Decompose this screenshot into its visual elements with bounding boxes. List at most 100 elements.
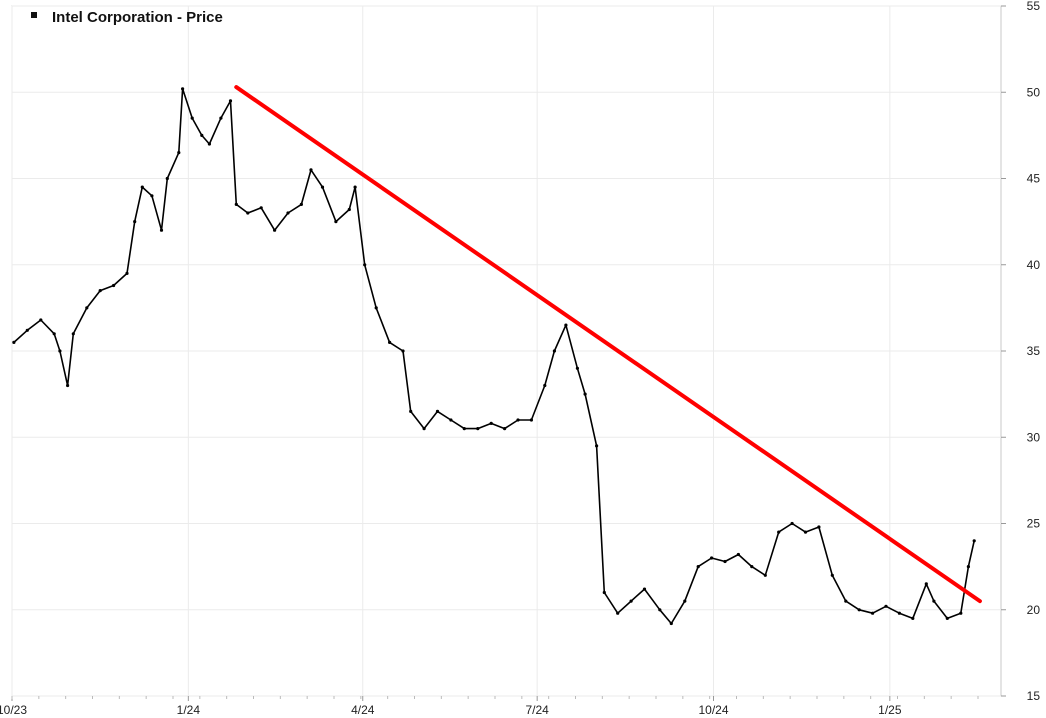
price-point: [736, 552, 741, 557]
price-point: [583, 392, 587, 396]
x-tick-label: 7/24: [525, 703, 549, 717]
price-point: [165, 176, 169, 181]
price-point: [150, 194, 154, 198]
price-point: [884, 604, 888, 608]
series-layer: [12, 85, 982, 626]
price-point: [449, 418, 453, 422]
price-point: [190, 116, 194, 120]
y-tick-label: 30: [1027, 430, 1041, 444]
price-point: [871, 611, 875, 615]
legend-label: Intel Corporation - Price: [52, 9, 223, 26]
price-point: [564, 323, 568, 327]
grid-lines: [11, 5, 1001, 697]
price-point: [696, 565, 700, 569]
y-tick-label: 20: [1027, 603, 1041, 617]
price-point: [363, 263, 367, 267]
price-point: [25, 328, 29, 332]
price-point: [125, 271, 129, 275]
price-point: [12, 340, 16, 344]
price-point: [790, 521, 794, 526]
price-point: [516, 418, 520, 422]
price-point: [972, 539, 976, 543]
price-point: [817, 525, 821, 529]
price-line: [13, 88, 975, 625]
y-tick-label: 40: [1027, 258, 1041, 272]
price-point: [234, 202, 238, 206]
legend: Intel Corporation - Price: [31, 9, 223, 26]
y-tick-label: 25: [1027, 517, 1041, 531]
price-point: [207, 142, 211, 146]
price-point: [669, 621, 673, 626]
price-point: [52, 332, 56, 336]
price-point: [133, 220, 137, 224]
price-point: [462, 427, 466, 431]
price-point: [966, 565, 971, 569]
price-point: [830, 573, 834, 577]
price-point: [857, 608, 861, 612]
price-point: [959, 611, 963, 615]
y-tick-label: 55: [1027, 0, 1041, 13]
price-point: [374, 306, 378, 310]
y-axis: 15 20 25 30 35 40 45 50 55: [1001, 0, 1040, 703]
price-point: [683, 599, 687, 603]
price-point: [219, 116, 223, 120]
price-point: [177, 151, 181, 155]
price-point: [543, 383, 547, 388]
x-tick-label: 1/25: [878, 703, 902, 717]
price-point: [85, 306, 89, 310]
price-point: [58, 349, 62, 353]
price-point: [435, 409, 440, 413]
price-point: [181, 87, 185, 91]
price-point: [763, 573, 767, 577]
price-point: [388, 340, 392, 344]
price-point: [924, 582, 928, 586]
trend-line: [234, 85, 982, 604]
price-point: [897, 611, 902, 615]
x-axis: 10/23 1/24 4/24 7/24 10/24 1/25: [0, 696, 979, 717]
price-point: [347, 207, 351, 212]
price-point: [723, 559, 727, 564]
price-point: [71, 332, 75, 336]
x-tick-label: 10/24: [698, 703, 728, 717]
price-point: [476, 427, 480, 431]
price-point: [228, 99, 233, 103]
price-series: [12, 87, 976, 626]
price-point: [616, 611, 620, 615]
price-point: [552, 349, 557, 353]
price-point: [911, 616, 915, 621]
price-point: [629, 599, 633, 603]
price-point: [39, 318, 43, 322]
price-point: [409, 409, 413, 413]
y-tick-label: 15: [1027, 689, 1041, 703]
price-point: [286, 211, 290, 215]
price-point: [750, 565, 754, 569]
price-point: [98, 289, 102, 293]
price-point: [112, 283, 116, 288]
price-point: [320, 185, 325, 189]
price-point: [309, 168, 313, 172]
price-point: [658, 608, 662, 612]
price-point: [334, 220, 338, 224]
x-tick-label: 4/24: [351, 703, 375, 717]
price-point: [422, 427, 426, 431]
price-point: [777, 530, 781, 534]
price-point: [273, 228, 277, 232]
y-tick-label: 45: [1027, 172, 1041, 186]
price-point: [140, 185, 144, 189]
y-tick-label: 35: [1027, 344, 1041, 358]
price-point: [246, 211, 250, 215]
price-point: [401, 349, 405, 353]
price-point: [642, 587, 647, 591]
price-point: [66, 383, 70, 388]
price-point: [932, 599, 936, 603]
x-tick-label: 10/23: [0, 703, 27, 717]
price-point: [503, 427, 507, 431]
x-tick-label: 1/24: [177, 703, 201, 717]
price-point: [945, 616, 949, 621]
price-point: [529, 418, 534, 422]
price-point: [710, 556, 714, 560]
legend-marker: [31, 12, 37, 18]
price-point: [602, 590, 606, 595]
price-point: [489, 421, 493, 425]
